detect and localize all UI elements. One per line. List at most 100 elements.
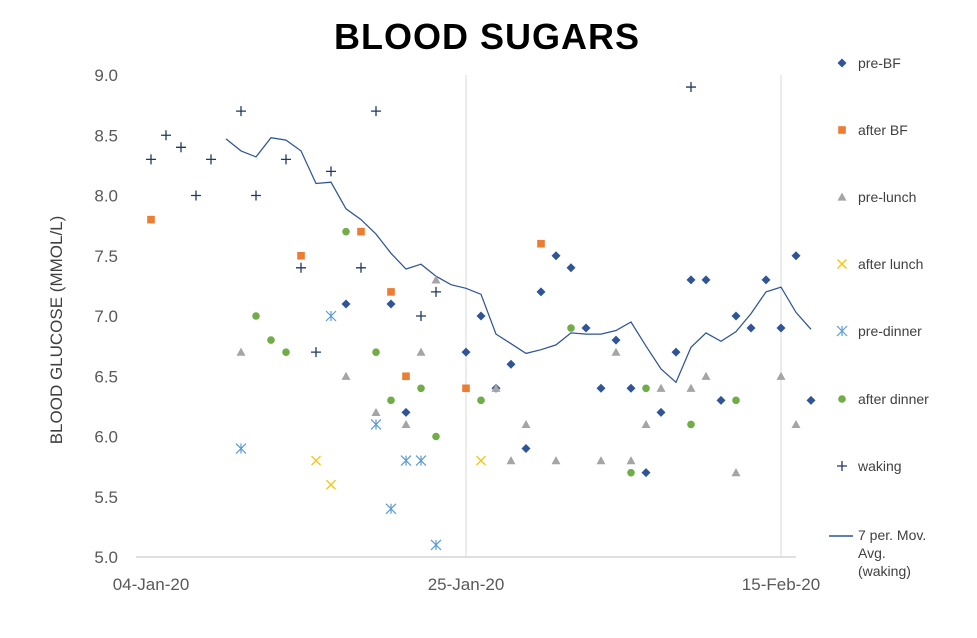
waking-point	[176, 142, 186, 153]
after-dinner-point	[267, 336, 275, 344]
pre-bf-point	[506, 359, 516, 369]
pre-bf-point	[386, 299, 396, 309]
pre-bf-point	[551, 251, 561, 261]
pre-bf-point	[656, 407, 666, 417]
after-lunch-point	[476, 455, 486, 466]
pre-dinner-point	[400, 455, 412, 467]
after-dinner-point	[387, 396, 395, 405]
pre-bf-point	[701, 275, 711, 285]
pre-lunch-point	[596, 456, 606, 465]
after-dinner-point	[477, 396, 485, 405]
y-tick-label: 5.5	[94, 488, 118, 507]
pre-lunch-point	[551, 456, 561, 465]
pre-lunch-point	[641, 419, 651, 429]
pre-lunch-point	[341, 371, 351, 380]
pre-lunch-point	[491, 383, 501, 392]
legend-marker-after-lunch	[837, 259, 847, 269]
pre-bf-point	[476, 311, 486, 321]
x-axis-tick-labels: 04-Jan-20 25-Jan-20 15-Feb-20	[113, 575, 821, 594]
y-tick-label: 6.5	[94, 367, 118, 386]
pre-bf-point	[776, 323, 786, 333]
pre-dinner-point	[235, 443, 247, 454]
pre-bf-point	[746, 323, 756, 333]
after-lunch-point	[326, 479, 336, 490]
legend-marker-after-bf	[838, 126, 846, 134]
moving-average-trendline	[225, 137, 812, 384]
y-axis-tick-labels: 5.0 5.5 6.0 6.5 7.0 7.5 8.0 8.5 9.0	[94, 66, 118, 567]
after-bf-point	[387, 288, 395, 296]
pre-dinner-point	[415, 455, 427, 467]
waking-point	[686, 82, 696, 93]
chart-title: BLOOD SUGARS	[334, 16, 640, 57]
waking-point	[296, 262, 306, 273]
after-dinner-point	[627, 468, 635, 477]
pre-lunch-point	[626, 456, 636, 465]
after-dinner-point	[687, 420, 695, 429]
after-dinner-point	[432, 432, 440, 441]
data-points	[146, 82, 816, 551]
x-tick-label: 25-Jan-20	[428, 575, 505, 594]
waking-point	[281, 154, 291, 165]
moving-average-line	[225, 137, 812, 384]
after-dinner-point	[282, 348, 290, 356]
pre-bf-point	[536, 287, 546, 297]
legend-label-moving-average: Avg.	[858, 545, 886, 561]
waking-point	[191, 190, 201, 201]
x-tick-label: 04-Jan-20	[113, 575, 190, 594]
pre-bf-point	[566, 263, 576, 273]
pre-bf-point	[671, 347, 681, 357]
after-dinner-point	[252, 312, 260, 320]
pre-lunch-point	[656, 383, 666, 392]
pre-bf-point	[611, 335, 621, 345]
legend-label-pre-bf: pre-BF	[858, 55, 901, 71]
pre-bf-point	[686, 275, 696, 285]
waking-point	[311, 347, 321, 358]
pre-bf-point	[791, 251, 801, 261]
waking-point	[371, 106, 381, 117]
pre-lunch-point	[431, 275, 441, 284]
waking-point	[146, 154, 156, 165]
after-bf-point	[297, 251, 305, 260]
after-lunch-point	[311, 455, 321, 466]
pre-lunch-point	[611, 347, 621, 356]
legend-label-after-bf: after BF	[858, 122, 908, 138]
pre-bf-point	[401, 407, 411, 417]
waking-point	[236, 106, 246, 117]
legend-label-waking: waking	[857, 458, 902, 474]
legend: pre-BF after BF pre-lunch after lunch pre-di…	[829, 55, 929, 579]
after-dinner-point	[417, 384, 425, 393]
pre-bf-point	[626, 383, 636, 393]
pre-lunch-point	[731, 468, 741, 477]
y-tick-label: 8.5	[94, 126, 118, 145]
legend-marker-pre-dinner	[836, 325, 848, 337]
pre-bf-point	[731, 311, 741, 321]
pre-lunch-point	[686, 383, 696, 392]
after-dinner-point	[372, 348, 380, 356]
pre-bf-point	[341, 299, 351, 309]
legend-label-moving-average: (waking)	[858, 563, 911, 579]
after-dinner-point	[567, 324, 575, 332]
y-tick-label: 7.0	[94, 307, 118, 326]
after-bf-point	[537, 239, 545, 248]
waking-point	[206, 154, 216, 165]
y-tick-label: 9.0	[94, 66, 118, 85]
pre-lunch-point	[506, 456, 516, 465]
y-tick-label: 7.5	[94, 247, 118, 266]
pre-lunch-point	[401, 419, 411, 429]
pre-bf-point	[641, 468, 651, 478]
pre-bf-point	[761, 275, 771, 285]
legend-label-moving-average: 7 per. Mov.	[858, 527, 926, 543]
y-axis-title: BLOOD GLUCOSE (MMOL/L)	[47, 216, 66, 445]
pre-lunch-point	[776, 371, 786, 380]
waking-point	[431, 286, 441, 297]
after-dinner-point	[342, 227, 350, 236]
y-tick-label: 6.0	[94, 428, 118, 447]
pre-bf-point	[521, 444, 531, 454]
legend-label-after-dinner: after dinner	[858, 391, 929, 407]
pre-lunch-point	[791, 419, 801, 429]
pre-lunch-point	[416, 347, 426, 356]
legend-marker-pre-bf	[837, 58, 847, 68]
waking-point	[356, 262, 366, 273]
